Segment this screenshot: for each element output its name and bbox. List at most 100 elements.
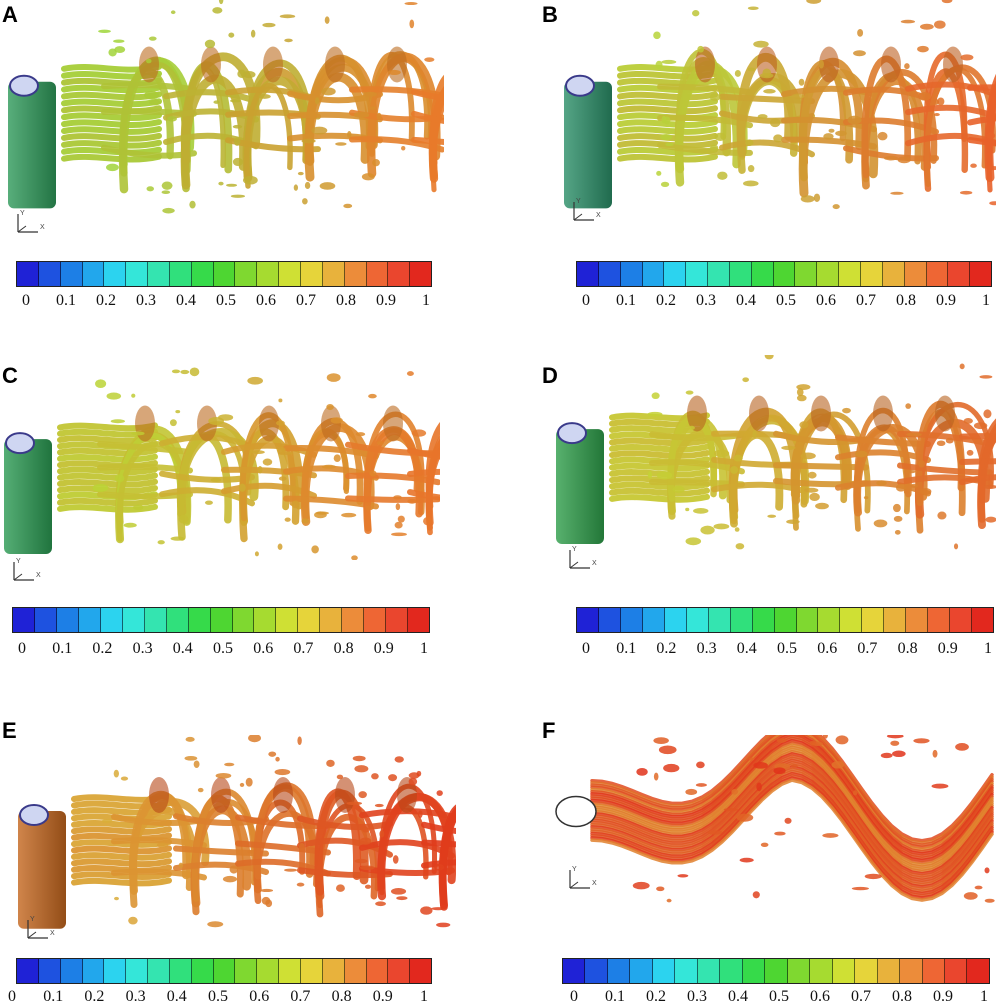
colorbar-tick-label: 0.2 (84, 988, 105, 1005)
vortex-fragment (903, 469, 916, 474)
vortex-fragment (685, 537, 702, 546)
colorbar-tick-label: 0.1 (616, 292, 636, 309)
vortex-fragment (963, 892, 978, 900)
vortex-fragment (276, 420, 285, 426)
vortex-fragment (730, 465, 739, 474)
vortex-fragment (189, 367, 200, 377)
colorbar-cell (884, 608, 907, 632)
colorbar-cell (742, 959, 766, 983)
vortex-filament (61, 84, 162, 94)
vortex-roller (101, 82, 197, 93)
vortex-filament (609, 481, 710, 491)
colorbar-cell (344, 262, 367, 286)
colorbar-tick-label: 0.6 (810, 988, 830, 1005)
vortex-fragment (743, 180, 759, 187)
vortex-fragment (178, 514, 189, 524)
cylinder (4, 439, 52, 554)
vortex-filament (71, 858, 172, 868)
karman-vortex-strand (590, 776, 994, 900)
vortex-filament (71, 851, 172, 861)
cylinder-top (19, 804, 49, 826)
vortex-fragment (167, 116, 177, 122)
vortex-fragment (301, 138, 316, 144)
colorbar-cell (82, 262, 105, 286)
vortex-filament (71, 877, 172, 887)
vortex-fragment (753, 762, 768, 769)
vortex-fragment (734, 527, 740, 532)
vortex-fragment (796, 394, 807, 402)
vortex-fragment (666, 898, 672, 903)
vortex-fragment (864, 873, 882, 880)
colorbar-cell (642, 608, 665, 632)
cylinder (8, 81, 56, 209)
colorbar-tick-label: 1 (980, 988, 988, 1005)
cylinder (556, 429, 604, 544)
vortex-fragment (106, 163, 119, 172)
vortex-core (943, 46, 963, 83)
karman-vortex-strand (590, 735, 994, 843)
colorbar-cell (752, 608, 775, 632)
cylinder-top (557, 422, 587, 445)
colorbar-f (562, 958, 990, 984)
vortex-fragment (767, 514, 777, 518)
vortex-fragment (745, 139, 754, 146)
vortex-fragment (284, 517, 291, 522)
vortex-core (197, 405, 217, 442)
colorbar-cell (60, 262, 83, 286)
vortex-fragment (210, 477, 222, 482)
colorbar-cell (104, 959, 127, 983)
vortex-fragment (133, 504, 144, 511)
vortex-fragment (632, 881, 650, 890)
z-axis-arrow (13, 573, 23, 581)
colorbar-cell (366, 262, 389, 286)
vortex-fragment (797, 735, 806, 738)
karman-vortex-strand (590, 738, 994, 863)
vortex-fragment (747, 67, 756, 72)
vortex-core (397, 777, 417, 813)
vortex-fragment (302, 198, 308, 205)
vortex-fragment (937, 511, 947, 520)
hairpin-vortex (986, 80, 996, 169)
vortex-fragment (218, 414, 234, 421)
vortex-fragment (315, 97, 320, 105)
vortex-fragment (733, 454, 743, 462)
vortex-fragment (341, 512, 357, 518)
vortex-fragment (886, 735, 904, 739)
vortex-fragment (985, 516, 996, 523)
colorbar-tick-label: 0.8 (892, 988, 912, 1005)
vortex-fragment (955, 743, 969, 751)
colorbar-tick-label: 0.9 (933, 988, 953, 1005)
colorbar-tick-label: 0.1 (616, 640, 637, 657)
vortex-core (819, 46, 839, 83)
vortex-roller (959, 458, 996, 466)
vortex-fragment (723, 807, 739, 812)
vortex-fragment (781, 445, 796, 450)
colorbar-cell (577, 262, 599, 286)
vortex-fragment (835, 735, 849, 745)
vortex-fragment (653, 737, 669, 744)
colorbar-cell (60, 959, 83, 983)
vortex-fragment (180, 369, 190, 375)
vortex-fragment (731, 788, 739, 795)
vortex-fragment (983, 409, 992, 419)
colorbar-cell (607, 959, 631, 983)
vortex-fragment (146, 186, 154, 192)
colorbar-cell (254, 608, 277, 632)
colorbar-cell (148, 262, 170, 286)
colorbar-cell (82, 959, 105, 983)
vortex-fragment (436, 922, 451, 928)
vortex-fragment (113, 769, 119, 778)
vortex-fragment (392, 855, 399, 864)
colorbar-tick-label: 0 (22, 292, 30, 309)
colorbar-cell (235, 959, 258, 983)
vortex-fragment (917, 45, 929, 53)
vortex-core (387, 46, 407, 83)
vortex-fragment (261, 896, 271, 905)
vortex-fragment (326, 404, 334, 411)
colorbar-cell (276, 608, 299, 632)
vortex-fragment (707, 830, 723, 835)
karman-vortex-strand (590, 749, 994, 874)
vortex-fragment (369, 470, 377, 477)
vortex-fragment (291, 500, 300, 509)
